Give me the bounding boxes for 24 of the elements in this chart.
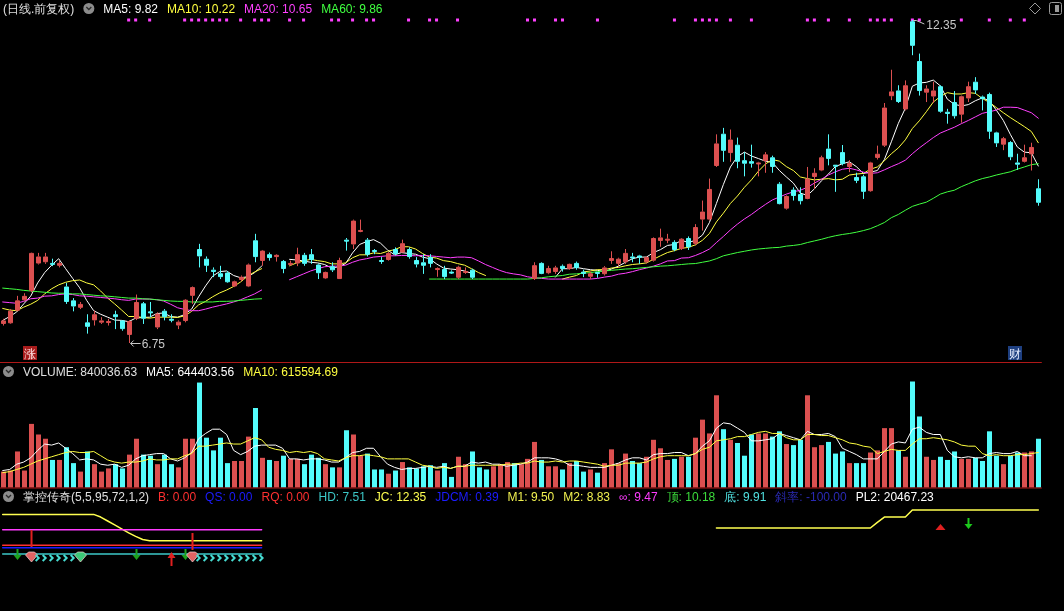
chart-title: (日线.前复权) [3,2,75,16]
text: MA60: 9.86 [321,2,383,16]
annotation: 12.35 [926,18,957,32]
legend-label: RQ: 0.00 [261,490,310,504]
text: MA10: 10.22 [167,2,236,16]
text: MA5: 9.82 [103,2,159,16]
legend-label: 斜率: -100.00 [775,490,848,504]
text: HD: 7.51 [318,490,367,504]
chart-title: VOLUME: 840036.63 [23,365,138,379]
legend-label: M1: 9.50 [507,490,555,504]
annotation: 6.75 [141,337,166,351]
legend-label: JDCM: 0.39 [435,490,499,504]
text: B: 0.00 [158,490,197,504]
text: MA10: 615594.69 [243,365,339,379]
legend-label: 顶: 10.18 [666,490,716,504]
text: QS: 0.00 [205,490,253,504]
text: MA20: 10.65 [244,2,313,16]
legend-label: PL2: 20467.23 [855,490,935,504]
text: MA5: 644403.56 [146,365,235,379]
chart-title: 掌控传奇(5,5,95,72,1,2) [23,490,150,504]
legend-label: M2: 8.83 [563,490,611,504]
legend-label: 底: 9.91 [724,490,767,504]
text: ∞: 9.47 [619,490,658,504]
text: JC: 12.35 [374,490,427,504]
